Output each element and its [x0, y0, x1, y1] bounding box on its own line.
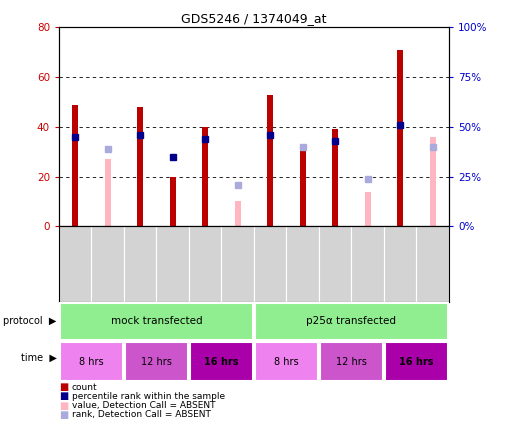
Text: percentile rank within the sample: percentile rank within the sample: [72, 392, 225, 401]
Text: count: count: [72, 382, 97, 392]
Bar: [124, 226, 156, 302]
Bar: [235, 201, 241, 226]
Bar: [365, 192, 370, 226]
Text: value, Detection Call = ABSENT: value, Detection Call = ABSENT: [72, 401, 215, 410]
Bar: [202, 127, 208, 226]
Bar: [351, 226, 384, 302]
FancyBboxPatch shape: [255, 303, 448, 340]
Bar: [300, 147, 306, 226]
Bar: [417, 226, 449, 302]
Text: protocol  ▶: protocol ▶: [3, 316, 56, 327]
Bar: [156, 226, 189, 302]
Bar: [254, 226, 286, 302]
FancyBboxPatch shape: [385, 342, 448, 381]
Bar: [319, 226, 351, 302]
FancyBboxPatch shape: [60, 303, 253, 340]
Bar: [332, 129, 338, 226]
FancyBboxPatch shape: [125, 342, 188, 381]
Text: p25α transfected: p25α transfected: [306, 316, 397, 327]
Bar: [72, 104, 78, 226]
Bar: [59, 226, 91, 302]
Bar: [189, 226, 222, 302]
FancyBboxPatch shape: [320, 342, 383, 381]
Bar: [430, 137, 436, 226]
Text: ■: ■: [59, 401, 68, 411]
Text: ■: ■: [59, 391, 68, 401]
Text: mock transfected: mock transfected: [111, 316, 202, 327]
Bar: [397, 50, 403, 226]
Text: 16 hrs: 16 hrs: [204, 357, 239, 367]
Bar: [91, 226, 124, 302]
FancyBboxPatch shape: [190, 342, 253, 381]
Text: rank, Detection Call = ABSENT: rank, Detection Call = ABSENT: [72, 410, 211, 420]
Text: 12 hrs: 12 hrs: [336, 357, 367, 367]
Bar: [137, 107, 143, 226]
Text: 8 hrs: 8 hrs: [274, 357, 299, 367]
FancyBboxPatch shape: [60, 342, 123, 381]
Bar: [286, 226, 319, 302]
Text: ■: ■: [59, 382, 68, 392]
Text: ■: ■: [59, 410, 68, 420]
Text: 8 hrs: 8 hrs: [79, 357, 104, 367]
Bar: [222, 226, 254, 302]
Bar: [105, 159, 111, 226]
Text: 12 hrs: 12 hrs: [141, 357, 172, 367]
Bar: [267, 95, 273, 226]
Bar: [384, 226, 417, 302]
FancyBboxPatch shape: [255, 342, 318, 381]
Text: 16 hrs: 16 hrs: [399, 357, 433, 367]
Bar: [170, 177, 175, 226]
Text: time  ▶: time ▶: [21, 352, 56, 363]
Title: GDS5246 / 1374049_at: GDS5246 / 1374049_at: [181, 12, 327, 25]
